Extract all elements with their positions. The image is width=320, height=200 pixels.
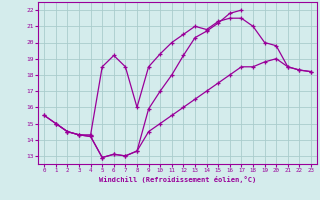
X-axis label: Windchill (Refroidissement éolien,°C): Windchill (Refroidissement éolien,°C) [99, 176, 256, 183]
